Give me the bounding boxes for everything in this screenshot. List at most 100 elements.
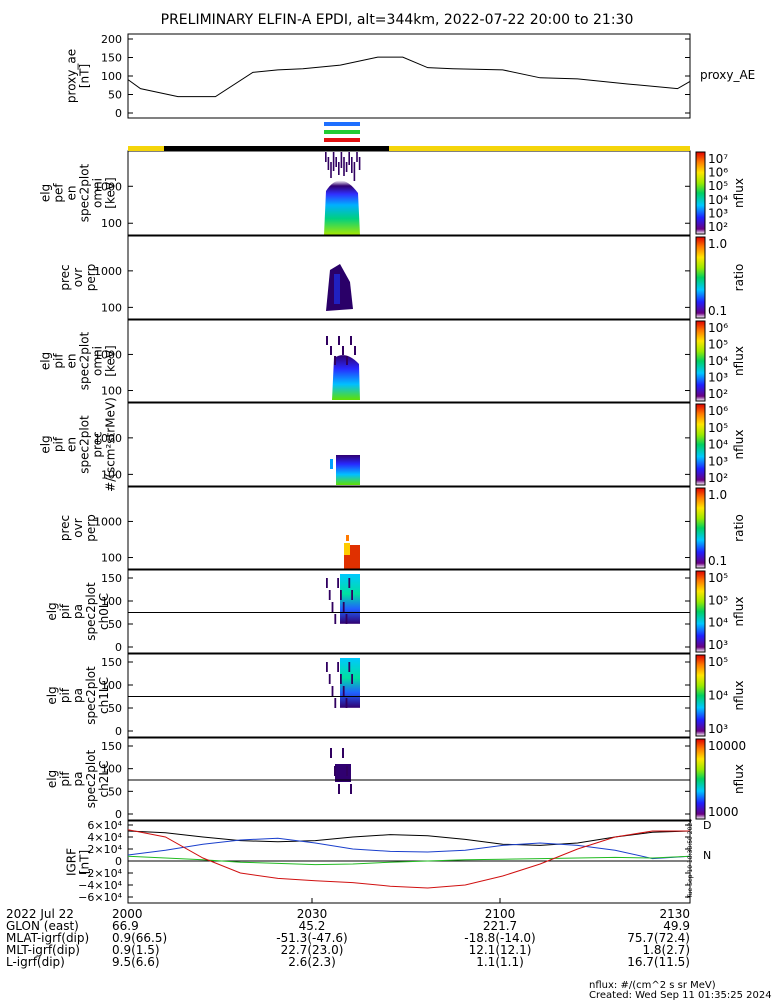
panel-ylabel-line: elg: [45, 602, 59, 620]
spectrogram-noise: [338, 336, 340, 345]
y-tick-label: 150: [101, 572, 122, 585]
panel-ylabel-line: prec: [58, 264, 72, 290]
x-row-value: 75.7(72.4): [627, 931, 690, 945]
colorbar-tick: 10⁵: [708, 593, 728, 607]
pa-noise: [346, 766, 348, 776]
x-row-value: 45.2: [299, 919, 326, 933]
colorbar-tick: 10⁶: [708, 404, 728, 418]
colorbar: 10⁶ 10⁵ 10⁴ 10³ 10² nflux: [695, 403, 746, 486]
colorbar-tick: 0.1: [708, 554, 727, 568]
spectrogram-noise: [350, 336, 352, 345]
y-tick-label: 100: [101, 595, 122, 608]
footer-created: Created: Wed Sep 11 01:35:25 2024: [589, 990, 772, 1000]
y-tick-label: 4×10⁴: [87, 831, 122, 844]
colorbar-label: nflux: [732, 597, 746, 627]
panel-ylabel-line: [keV]: [104, 345, 118, 376]
x-row-value: 66.9: [112, 919, 139, 933]
pa-noise: [331, 686, 334, 696]
science-marker-2: [324, 138, 360, 142]
colorbar-tick: 10⁵: [708, 179, 728, 193]
panel-ylabel-line: pif: [58, 771, 72, 787]
panel-p7: elg pif pa spec2plot ch1LC 150 100 50 0 10⁵ 10⁴ 10³…: [45, 653, 746, 738]
panel-ylabel-line: elg: [45, 770, 59, 788]
panel-ylabel-line: pa: [71, 688, 85, 703]
panel-ylabel-line: elg: [39, 352, 53, 370]
y-tick-label: 2×10⁴: [87, 843, 122, 856]
spectrogram-noise: [330, 162, 332, 178]
y-tick-label: 1000: [94, 515, 122, 528]
x-row-value: 1.8(2.7): [642, 943, 690, 957]
colorbar-tick: 1.0: [708, 237, 727, 251]
y-tick-label: 50: [108, 702, 122, 715]
colorbar-tick: 0.1: [708, 304, 727, 318]
spectrogram-patch: [324, 180, 360, 235]
colorbar-label: nflux: [732, 764, 746, 794]
x-row-value: 2.6(2.3): [288, 955, 336, 969]
spectrogram-noise: [346, 356, 348, 365]
spectrogram-noise: [327, 157, 330, 170]
colorbar-tick: 1000: [708, 805, 739, 819]
y-tick-label: 0: [115, 808, 122, 821]
panel-frame: [127, 319, 691, 403]
flag-black: [164, 146, 389, 151]
x-row-value: 49.9: [663, 919, 690, 933]
panel-ylabel-line: spec2plot: [84, 749, 98, 808]
y-tick-label: 50: [108, 618, 122, 631]
pa-noise: [328, 674, 331, 684]
panel-ylabel-line: perp: [84, 264, 98, 292]
x-axis-annotation: 2022 Jul 22 2000 2030 2100 2130 GLON (east) 66…: [6, 898, 691, 969]
pa-noise: [326, 578, 328, 588]
science-zone-bar: [128, 122, 690, 151]
panel-ylabel-line: ch0LC: [97, 593, 111, 630]
x-row-value: 2000: [112, 907, 143, 921]
colorbar-tick: 10⁵: [708, 421, 728, 435]
pa-noise: [337, 578, 339, 588]
panel-ylabel-line: spec2plot: [78, 415, 92, 474]
panel-ylabel-line: prec: [58, 515, 72, 541]
spectrogram-noise: [326, 336, 328, 345]
pa-noise: [351, 674, 353, 684]
spectrogram-noise: [345, 162, 348, 172]
y-tick-label: 200: [101, 33, 122, 46]
panel-ylabel-line: pa: [71, 772, 85, 787]
y-tick-label: 0: [115, 641, 122, 654]
pa-noise: [342, 748, 344, 758]
panel-ylabel-line: pif: [52, 436, 66, 452]
colorbar-strip: [695, 151, 706, 235]
spectrogram-noise: [332, 152, 335, 171]
colorbar-label: nflux: [732, 346, 746, 376]
x-row-value: 1.1(1.1): [476, 955, 524, 969]
x-row-value: 2030: [297, 907, 328, 921]
x-row-label: 2022 Jul 22: [6, 907, 74, 921]
spectrogram-noise: [351, 157, 353, 173]
colorbar: 1.0 0.1 ratio: [695, 487, 746, 569]
y-tick-label: 100: [101, 679, 122, 692]
side-stamp: Tue Sep 10 18:38:50 2024: [687, 819, 694, 899]
colorbar-strip: [695, 570, 706, 653]
y-tick-label: 150: [101, 52, 122, 65]
y-tick-label: −4×10⁴: [78, 879, 122, 892]
panel-p6: elg pif pa spec2plot ch0LC 150 100 50 0 10⁵ 10⁵ 10⁴…: [45, 569, 746, 654]
pa-noise: [342, 602, 345, 612]
panel-ae: proxy_ae [nT] 200 150 100 50 0 proxy_AE: [65, 33, 756, 120]
colorbar-strip: [695, 487, 706, 569]
y-tick-label: −2×10⁴: [78, 867, 122, 880]
panel-frame: [127, 486, 691, 570]
panel-ylabel-line: proxy_ae: [65, 49, 79, 103]
spectrogram-noise: [340, 152, 343, 168]
panel-right-label: proxy_AE: [700, 68, 755, 82]
colorbar: 10000 1000 nflux: [695, 738, 746, 820]
panel-frame: [127, 235, 691, 320]
y-tick-label: 100: [101, 468, 122, 481]
colorbar-tick: 10⁷: [708, 152, 728, 166]
colorbar-tick: 10²: [708, 471, 728, 485]
panel-ylabel-line: IGRF: [65, 848, 79, 876]
panel-frame: [127, 402, 691, 487]
spectrogram-noise: [356, 152, 358, 162]
colorbar: 10⁵ 10⁵ 10⁴ 10³ nflux: [695, 570, 746, 653]
spectrogram-patch: [336, 455, 360, 485]
pa-patch: [340, 658, 360, 708]
x-row-value: 0.9(1.5): [112, 943, 160, 957]
pa-patch: [340, 574, 360, 624]
